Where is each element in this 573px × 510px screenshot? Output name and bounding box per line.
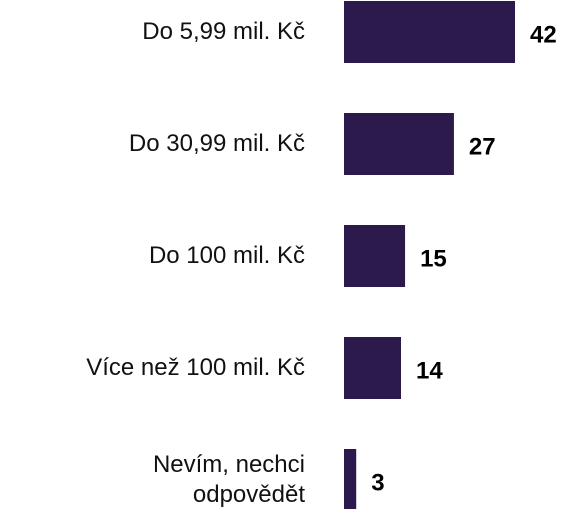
category-label: Do 30,99 mil. Kč (128, 130, 305, 157)
value-label: 3 (371, 469, 384, 496)
category-label: Nevím, nechci odpovědět (152, 451, 305, 508)
bar (344, 449, 357, 509)
value-label: 14 (416, 357, 443, 384)
bar (344, 337, 401, 399)
category-label: Více než 100 mil. Kč (86, 354, 305, 381)
category-label: Do 100 mil. Kč (148, 242, 305, 269)
bar (344, 1, 515, 63)
category-label: Do 5,99 mil. Kč (142, 18, 305, 45)
value-label: 15 (420, 245, 447, 272)
bar (344, 225, 406, 287)
value-label: 42 (530, 21, 557, 48)
value-label: 27 (469, 133, 496, 160)
bar (344, 113, 454, 175)
